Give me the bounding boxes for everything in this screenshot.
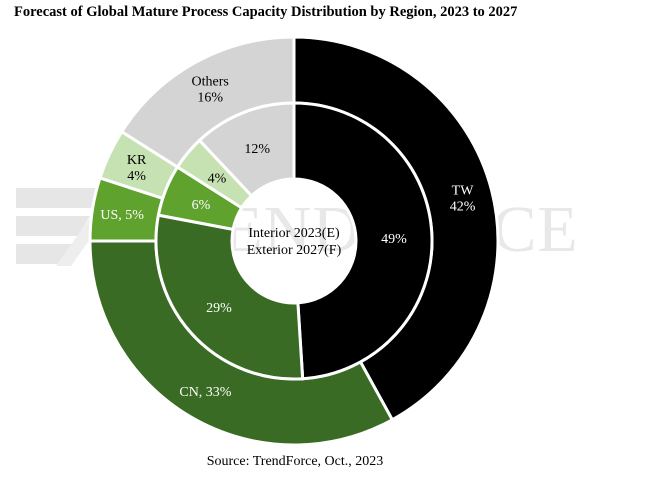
center-label-interior: Interior 2023(E) [248,226,340,241]
inner-label-us: 6% [192,198,211,213]
inner-slice-others [197,101,296,198]
inner-label-cn: 29% [206,301,232,316]
outer-label-kr: KR 4% [127,153,147,184]
inner-ring-2023 [154,101,434,381]
outer-label-us: US, 5% [100,208,144,223]
chart-source: Source: TrendForce, Oct., 2023 [206,454,384,469]
outer-label-others: Others 16% [192,75,229,106]
inner-label-kr: 4% [208,171,227,186]
slice-labels: TW 42% CN, 33% US, 5% KR 4% Others 16% 49% 29% 6% 4… [100,75,475,400]
chart-title: Forecast of Global Mature Process Capaci… [14,4,518,20]
center-label-exterior: Exterior 2027(F) [247,243,342,258]
inner-slice-cn [154,213,305,381]
outer-ring-2027 [88,35,500,447]
inner-label-others: 12% [244,142,270,157]
inner-label-tw: 49% [381,232,407,247]
outer-label-tw: TW 42% [450,184,476,215]
inner-slice-tw [292,101,434,381]
outer-label-cn: CN, 33% [179,385,231,400]
